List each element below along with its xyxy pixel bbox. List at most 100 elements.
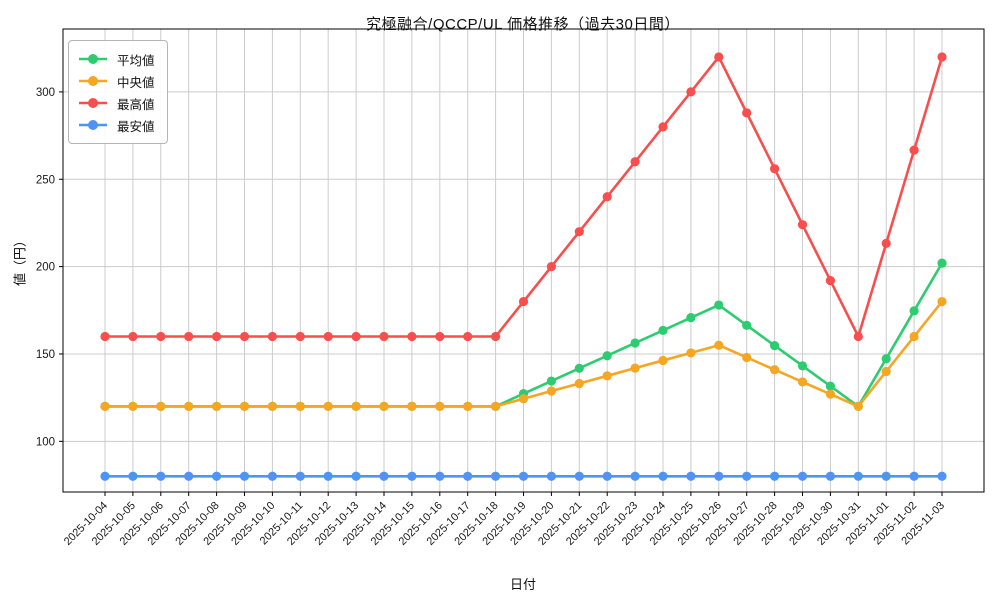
legend-swatch-median-icon (79, 76, 107, 86)
series-marker-mean (797, 361, 808, 371)
legend-item-min: 最安値 (78, 114, 155, 136)
y-axis-label: 値（円） (12, 233, 28, 287)
series-marker-max (379, 331, 389, 342)
series-marker-max (407, 331, 417, 342)
series-marker-min (239, 471, 250, 481)
legend-swatch-mean-icon (79, 54, 107, 64)
series-marker-median (630, 363, 640, 373)
series-marker-mean (574, 363, 584, 373)
series-marker-max (825, 275, 836, 286)
y-tick-label: 200 (36, 262, 55, 274)
series-marker-mean (770, 340, 780, 351)
series-marker-median (937, 296, 947, 307)
series-marker-max (156, 331, 166, 342)
series-marker-max (295, 331, 305, 342)
series-marker-mean (546, 376, 557, 386)
legend-marker-max (88, 98, 98, 108)
series-marker-median (351, 401, 361, 411)
legend-label-median: 中央値 (117, 75, 155, 90)
series-marker-median (797, 377, 808, 387)
series-marker-max (686, 87, 696, 97)
series-marker-max (714, 52, 724, 62)
legend-marker-median (88, 76, 98, 86)
y-tick-label: 250 (36, 174, 55, 186)
legend-item-max: 最高値 (78, 92, 155, 114)
series-marker-min (435, 471, 445, 481)
series-marker-median (602, 371, 612, 381)
series-marker-max (351, 331, 361, 342)
series-marker-min (630, 471, 640, 481)
series-marker-median (770, 365, 780, 375)
series-marker-mean (825, 381, 836, 391)
y-tick-label: 150 (36, 349, 55, 361)
series-marker-min (491, 471, 501, 481)
series-marker-max (602, 192, 612, 202)
series-marker-median (574, 378, 584, 389)
series-marker-min (323, 471, 333, 481)
series-marker-min (602, 471, 612, 481)
series-marker-max (239, 331, 250, 342)
series-marker-max (267, 331, 277, 342)
legend-label-max: 最高値 (117, 97, 155, 112)
series-marker-median (184, 401, 194, 411)
legend-swatch-min-icon (79, 120, 107, 130)
series-marker-max (518, 296, 529, 307)
series-marker-median (853, 401, 863, 411)
series-marker-min (267, 471, 277, 481)
series-marker-min (184, 471, 194, 481)
series-marker-max (491, 331, 501, 342)
series-marker-min (351, 471, 361, 481)
series-marker-mean (742, 320, 752, 330)
series-marker-min (853, 471, 863, 481)
series-marker-min (937, 471, 947, 481)
series-marker-max (770, 164, 780, 174)
series-marker-max (937, 52, 947, 62)
series-marker-mean (714, 300, 724, 310)
series-marker-median (128, 401, 138, 411)
series-marker-min (909, 471, 919, 481)
series-marker-min (295, 471, 305, 481)
series-marker-median (379, 401, 389, 411)
series-marker-max (742, 108, 752, 118)
series-marker-median (881, 366, 891, 377)
legend-label-mean: 平均値 (117, 53, 155, 68)
legend-label-min: 最安値 (117, 119, 155, 134)
series-marker-median (714, 340, 724, 350)
series-marker-min (658, 471, 668, 481)
series-marker-mean (630, 338, 640, 348)
series-marker-max (658, 122, 668, 132)
series-marker-max (323, 331, 333, 342)
series-marker-median (100, 401, 110, 411)
series-marker-min (686, 471, 696, 481)
legend-item-mean: 平均値 (78, 48, 155, 70)
series-marker-median (295, 401, 305, 411)
series-marker-median (518, 394, 529, 404)
series-marker-min (825, 471, 836, 481)
legend-swatch-max-icon (79, 98, 107, 108)
series-marker-max (546, 262, 557, 272)
series-marker-max (853, 331, 863, 342)
legend-marker-mean (88, 54, 98, 64)
series-marker-min (156, 471, 166, 481)
series-marker-median (546, 386, 557, 396)
series-marker-max (630, 157, 640, 167)
series-marker-mean (881, 354, 891, 364)
series-marker-median (742, 352, 752, 363)
series-marker-min (714, 471, 724, 481)
series-marker-median (658, 355, 668, 366)
series-marker-max (212, 331, 222, 342)
series-marker-max (184, 331, 194, 342)
series-marker-median (463, 401, 473, 411)
x-axis-label: 日付 (509, 577, 537, 592)
series-marker-median (825, 389, 836, 399)
series-marker-max (100, 331, 110, 342)
series-marker-max (128, 331, 138, 342)
series-marker-median (407, 401, 417, 411)
series-marker-mean (909, 306, 919, 316)
series-marker-median (323, 401, 333, 411)
legend: 平均値中央値最高値最安値 (68, 40, 168, 144)
y-tick-label: 300 (36, 87, 55, 99)
y-tick-label: 100 (36, 436, 55, 448)
